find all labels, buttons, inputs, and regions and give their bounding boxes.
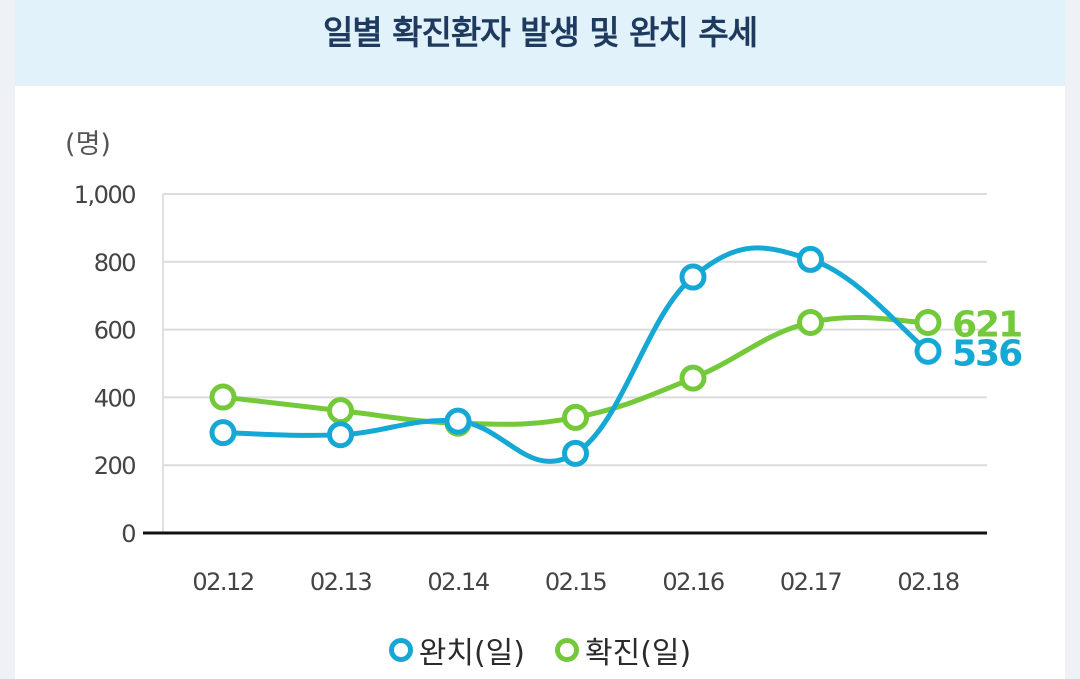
y-tick-label-600: 600 (94, 317, 136, 345)
legend-item-confirmed: 확진(일) (555, 628, 691, 672)
legend-marker-recovered (388, 638, 413, 662)
y-tick-label-400: 400 (94, 384, 136, 412)
title-header (15, 0, 1065, 86)
x-tick-label-02.16: 02.16 (662, 568, 723, 596)
x-tick-label-02.12: 02.12 (192, 568, 253, 596)
x-tick-label-02.13: 02.13 (310, 568, 371, 596)
point-confirmed-02.13 (327, 397, 354, 425)
point-confirmed-02.18 (914, 308, 942, 336)
y-tick-label-1000: 1,000 (74, 181, 135, 209)
point-recovered-02.17 (797, 245, 824, 273)
legend: 완치(일) 확진(일) (0, 622, 1080, 678)
legend-label-recovered: 완치(일) (418, 636, 525, 671)
point-confirmed-02.12 (209, 383, 237, 411)
point-confirmed-02.15 (562, 403, 589, 431)
y-tick-label-800: 800 (94, 249, 136, 277)
x-tick-label-02.15: 02.15 (545, 568, 606, 596)
point-recovered-02.16 (679, 263, 707, 291)
y-axis-unit-label: (명) (65, 129, 111, 160)
x-tick-label-02.14: 02.14 (427, 568, 488, 596)
legend-label-confirmed: 확진(일) (585, 636, 692, 671)
point-recovered-02.12 (209, 419, 237, 447)
point-confirmed-02.16 (679, 364, 707, 392)
chart-title: 일별 확진환자 발생 및 완치 추세 (322, 13, 758, 52)
x-tick-label-02.17: 02.17 (780, 568, 841, 596)
x-tick-label-02.18: 02.18 (897, 568, 958, 596)
point-recovered-02.15 (562, 439, 589, 467)
chart-panel (15, 0, 1065, 679)
end-label-recovered: 536 (952, 333, 1022, 374)
point-confirmed-02.17 (797, 308, 824, 336)
legend-marker-confirmed (555, 638, 579, 662)
point-recovered-02.18 (914, 337, 942, 365)
y-tick-label-200: 200 (94, 452, 136, 480)
y-tick-label-0: 0 (121, 520, 135, 548)
end-label-confirmed: 621 (952, 304, 1021, 345)
legend-item-recovered: 완치(일) (388, 628, 525, 672)
point-recovered-02.13 (327, 421, 354, 449)
point-recovered-02.14 (444, 407, 472, 435)
